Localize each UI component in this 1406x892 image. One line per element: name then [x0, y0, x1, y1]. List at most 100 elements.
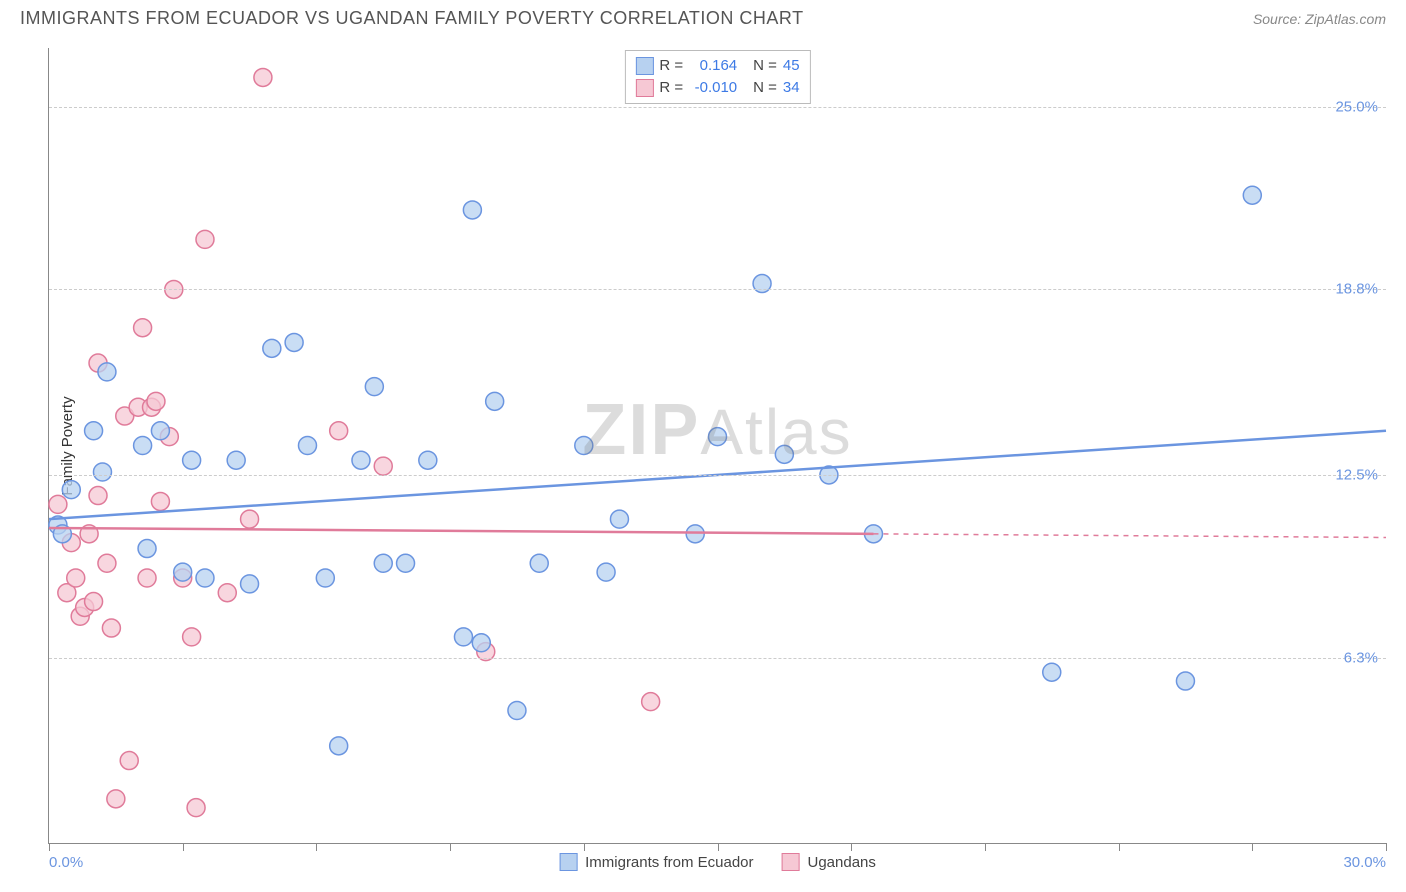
data-point-ecuador [397, 554, 415, 572]
data-point-ecuador [486, 392, 504, 410]
data-point-ugandans [642, 693, 660, 711]
data-point-ecuador [196, 569, 214, 587]
data-point-ugandans [98, 554, 116, 572]
r-label: R = [659, 55, 683, 77]
data-point-ecuador [174, 563, 192, 581]
x-tick [316, 843, 317, 851]
data-point-ugandans [183, 628, 201, 646]
data-point-ugandans [151, 492, 169, 510]
y-tick-label: 12.5% [1335, 466, 1378, 483]
data-point-ugandans [254, 68, 272, 86]
n-label: N = [753, 77, 777, 99]
data-point-ugandans [218, 584, 236, 602]
gridline [49, 475, 1386, 476]
gridline [49, 289, 1386, 290]
swatch-ugandans [635, 79, 653, 97]
correlation-legend: R = 0.164 N = 45 R = -0.010 N = 34 [624, 50, 810, 104]
legend-row-ugandans: R = -0.010 N = 34 [635, 77, 799, 99]
n-value-ugandans: 34 [783, 77, 800, 99]
trend-line-dash-ugandans [873, 534, 1386, 538]
data-point-ecuador [419, 451, 437, 469]
y-tick-label: 6.3% [1344, 649, 1378, 666]
data-point-ugandans [138, 569, 156, 587]
chart-source: Source: ZipAtlas.com [1253, 11, 1386, 27]
data-point-ecuador [85, 422, 103, 440]
n-label: N = [753, 55, 777, 77]
data-point-ecuador [1043, 663, 1061, 681]
gridline [49, 658, 1386, 659]
x-axis-max-label: 30.0% [1343, 854, 1386, 871]
data-point-ugandans [241, 510, 259, 528]
x-tick [851, 843, 852, 851]
data-point-ecuador [227, 451, 245, 469]
data-point-ecuador [365, 378, 383, 396]
data-point-ecuador [183, 451, 201, 469]
x-tick [450, 843, 451, 851]
r-label: R = [659, 77, 683, 99]
data-point-ecuador [98, 363, 116, 381]
data-point-ugandans [134, 319, 152, 337]
x-tick [183, 843, 184, 851]
data-point-ecuador [241, 575, 259, 593]
x-tick [584, 843, 585, 851]
data-point-ecuador [62, 481, 80, 499]
scatter-svg [49, 48, 1386, 843]
data-point-ecuador [472, 634, 490, 652]
data-point-ecuador [610, 510, 628, 528]
legend-row-ecuador: R = 0.164 N = 45 [635, 55, 799, 77]
y-tick-label: 18.8% [1335, 281, 1378, 298]
legend-label: Ugandans [808, 854, 876, 871]
swatch-ugandans [782, 853, 800, 871]
x-tick [49, 843, 50, 851]
data-point-ecuador [298, 437, 316, 455]
source-value: ZipAtlas.com [1305, 11, 1386, 27]
data-point-ugandans [49, 495, 67, 513]
data-point-ecuador [374, 554, 392, 572]
r-value-ugandans: -0.010 [689, 77, 737, 99]
x-tick [1119, 843, 1120, 851]
data-point-ecuador [93, 463, 111, 481]
chart-plot-area: ZIPAtlas R = 0.164 N = 45 R = -0.010 N =… [48, 48, 1386, 844]
data-point-ecuador [463, 201, 481, 219]
data-point-ecuador [454, 628, 472, 646]
data-point-ecuador [575, 437, 593, 455]
data-point-ugandans [374, 457, 392, 475]
legend-item-ecuador: Immigrants from Ecuador [559, 853, 753, 871]
data-point-ugandans [67, 569, 85, 587]
r-value-ecuador: 0.164 [689, 55, 737, 77]
n-value-ecuador: 45 [783, 55, 800, 77]
data-point-ecuador [775, 445, 793, 463]
data-point-ecuador [530, 554, 548, 572]
data-point-ugandans [330, 422, 348, 440]
chart-title: IMMIGRANTS FROM ECUADOR VS UGANDAN FAMIL… [20, 8, 804, 29]
gridline [49, 107, 1386, 108]
data-point-ecuador [263, 339, 281, 357]
data-point-ecuador [352, 451, 370, 469]
series-legend: Immigrants from Ecuador Ugandans [559, 853, 876, 871]
y-tick-label: 25.0% [1335, 98, 1378, 115]
source-label: Source: [1253, 11, 1305, 27]
data-point-ugandans [85, 593, 103, 611]
data-point-ecuador [316, 569, 334, 587]
data-point-ugandans [187, 799, 205, 817]
data-point-ecuador [1176, 672, 1194, 690]
swatch-ecuador [635, 57, 653, 75]
trend-line-ugandans [49, 528, 873, 534]
data-point-ecuador [709, 428, 727, 446]
data-point-ecuador [508, 702, 526, 720]
data-point-ecuador [1243, 186, 1261, 204]
data-point-ecuador [330, 737, 348, 755]
data-point-ecuador [151, 422, 169, 440]
swatch-ecuador [559, 853, 577, 871]
data-point-ecuador [134, 437, 152, 455]
data-point-ugandans [107, 790, 125, 808]
data-point-ugandans [196, 230, 214, 248]
x-tick [985, 843, 986, 851]
data-point-ugandans [120, 752, 138, 770]
x-tick [1252, 843, 1253, 851]
x-axis-min-label: 0.0% [49, 854, 83, 871]
data-point-ecuador [138, 540, 156, 558]
data-point-ugandans [102, 619, 120, 637]
legend-label: Immigrants from Ecuador [585, 854, 753, 871]
data-point-ugandans [147, 392, 165, 410]
